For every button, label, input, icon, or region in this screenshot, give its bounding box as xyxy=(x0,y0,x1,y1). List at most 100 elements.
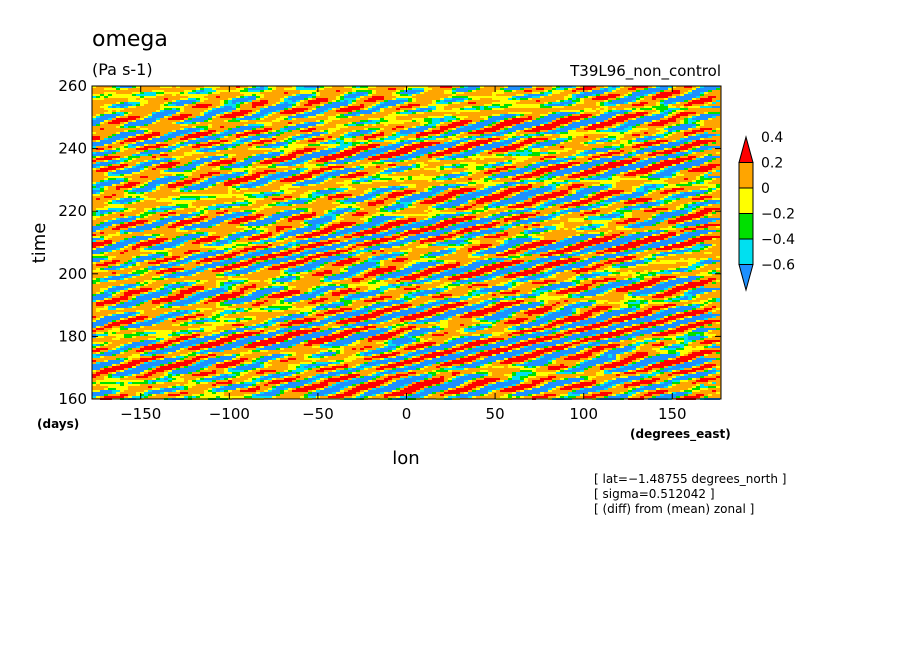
field-cell xyxy=(376,262,380,264)
field-cell xyxy=(608,170,628,172)
field-cell xyxy=(144,234,152,236)
field-cell xyxy=(284,118,288,120)
field-cell xyxy=(452,90,456,92)
field-cell xyxy=(456,248,460,250)
field-cell xyxy=(568,188,572,190)
field-cell xyxy=(144,96,156,98)
field-cell xyxy=(316,260,332,262)
field-cell xyxy=(224,154,228,156)
field-cell xyxy=(264,90,272,92)
field-cell xyxy=(568,130,576,132)
field-cell xyxy=(340,270,348,272)
field-cell xyxy=(112,106,116,108)
field-cell xyxy=(456,146,472,148)
field-cell xyxy=(672,272,680,274)
field-cell xyxy=(492,272,508,274)
field-cell xyxy=(648,190,652,192)
field-cell xyxy=(524,242,528,244)
field-cell xyxy=(588,224,592,226)
field-cell xyxy=(388,234,392,236)
field-cell xyxy=(352,100,356,102)
field-cell xyxy=(464,194,484,196)
field-cell xyxy=(640,90,660,92)
field-cell xyxy=(228,250,232,252)
field-cell xyxy=(236,106,240,108)
contour-field xyxy=(92,86,720,400)
field-cell xyxy=(480,250,484,252)
field-cell xyxy=(396,226,400,228)
field-cell xyxy=(352,238,356,240)
field-cell xyxy=(612,218,620,220)
field-cell xyxy=(400,208,404,210)
field-cell xyxy=(208,226,212,228)
field-cell xyxy=(108,96,140,98)
field-cell xyxy=(600,226,608,228)
field-cell xyxy=(428,244,432,246)
field-cell xyxy=(112,170,116,172)
field-cell xyxy=(192,238,196,240)
field-cell xyxy=(568,246,584,248)
field-cell xyxy=(380,152,384,154)
field-cell xyxy=(224,236,228,238)
field-cell xyxy=(684,120,688,122)
field-cell xyxy=(492,186,504,188)
field-cell xyxy=(236,256,240,258)
field-cell xyxy=(256,86,260,88)
field-cell xyxy=(688,262,696,264)
field-cell xyxy=(288,118,292,120)
field-cell xyxy=(508,170,512,172)
field-cell xyxy=(420,142,440,144)
field-cell xyxy=(136,104,140,106)
field-cell xyxy=(700,174,704,176)
field-cell xyxy=(260,254,264,256)
field-cell xyxy=(672,102,676,104)
field-cell xyxy=(180,120,184,122)
field-cell xyxy=(288,140,292,142)
field-cell xyxy=(680,230,684,232)
field-cell xyxy=(204,188,208,190)
field-cell xyxy=(512,258,516,260)
field-cell xyxy=(548,114,568,116)
field-cell xyxy=(612,116,616,118)
field-cell xyxy=(128,232,132,234)
field-cell xyxy=(616,216,620,218)
field-cell xyxy=(252,94,256,96)
field-cell xyxy=(624,132,632,134)
field-cell xyxy=(188,96,204,98)
field-cell xyxy=(308,202,312,204)
field-cell xyxy=(512,142,516,144)
field-cell xyxy=(496,240,504,242)
field-cell xyxy=(324,164,328,166)
field-cell xyxy=(428,260,432,262)
field-cell xyxy=(640,102,648,104)
field-cell xyxy=(92,116,96,118)
field-cell xyxy=(564,158,572,160)
field-cell xyxy=(420,92,424,94)
field-cell xyxy=(372,214,380,216)
field-cell xyxy=(172,130,176,132)
field-cell xyxy=(380,104,396,106)
field-cell xyxy=(256,220,276,222)
field-cell xyxy=(408,178,412,180)
field-cell xyxy=(516,210,528,212)
field-cell xyxy=(640,176,648,178)
field-cell xyxy=(232,158,236,160)
field-cell xyxy=(568,124,588,126)
field-cell xyxy=(324,86,332,88)
field-cell xyxy=(208,242,212,244)
field-cell xyxy=(432,190,440,192)
field-cell xyxy=(312,200,316,202)
field-cell xyxy=(224,204,240,206)
field-cell xyxy=(308,144,320,146)
field-cell xyxy=(472,260,476,262)
field-cell xyxy=(468,220,472,222)
field-cell xyxy=(220,240,228,242)
field-cell xyxy=(240,210,244,212)
field-cell xyxy=(244,172,248,174)
field-cell xyxy=(92,120,104,122)
field-cell xyxy=(188,204,192,206)
field-cell xyxy=(412,264,436,266)
field-cell xyxy=(508,182,524,184)
field-cell xyxy=(704,132,708,134)
field-cell xyxy=(180,128,184,130)
